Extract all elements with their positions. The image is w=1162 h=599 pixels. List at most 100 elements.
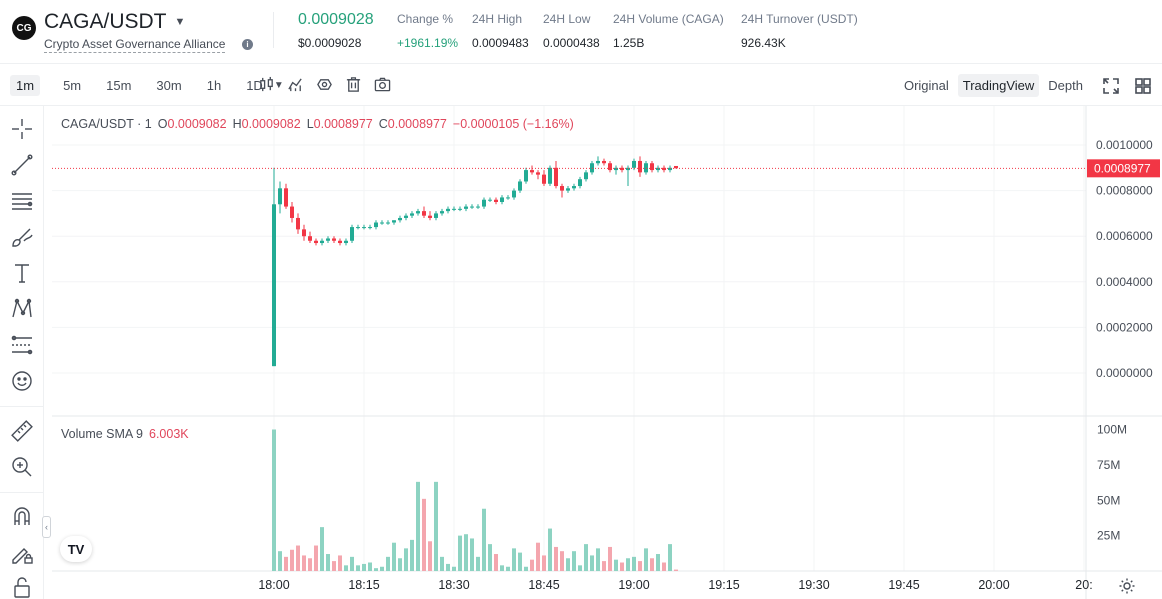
- info-icon[interactable]: i: [242, 39, 253, 50]
- volume-bar: [440, 556, 444, 571]
- candle-body: [296, 217, 300, 230]
- interval-1d[interactable]: 1D: [246, 78, 263, 93]
- drawing-toolbar: [0, 106, 44, 599]
- view-switcher: Original TradingView Depth: [899, 74, 1152, 97]
- magnet-icon[interactable]: [9, 504, 35, 530]
- volume-bar: [302, 555, 306, 571]
- candle-body: [620, 167, 624, 171]
- interval-caret-icon[interactable]: ▼: [273, 80, 284, 91]
- horizontal-lines-icon[interactable]: [9, 188, 35, 214]
- candle-body: [494, 199, 498, 202]
- candle-body: [458, 208, 462, 210]
- emoji-icon[interactable]: [9, 368, 35, 394]
- view-tradingview[interactable]: TradingView: [957, 74, 1040, 97]
- caret-down-icon[interactable]: ▼: [174, 16, 186, 28]
- chart-tools: [258, 76, 391, 93]
- price-tick-label: 0.0002000: [1096, 320, 1153, 334]
- prediction-icon[interactable]: [9, 332, 35, 358]
- text-icon[interactable]: [9, 260, 35, 286]
- interval-15m[interactable]: 15m: [106, 78, 132, 93]
- time-tick-label: 18:15: [348, 578, 379, 592]
- zoom-in-icon[interactable]: [9, 454, 35, 480]
- volume-bar: [386, 556, 390, 571]
- stat-low: 24H Low 0.0000438: [543, 12, 600, 50]
- candle-body: [452, 208, 456, 210]
- indicators-icon[interactable]: [287, 76, 304, 93]
- camera-icon[interactable]: [374, 76, 391, 93]
- candle-type-icon[interactable]: [258, 76, 275, 93]
- volume-bar: [476, 556, 480, 571]
- pattern-icon[interactable]: [9, 296, 35, 322]
- time-tick-label: 18:30: [438, 578, 469, 592]
- volume-bar: [464, 534, 468, 571]
- volume-bar: [308, 558, 312, 571]
- candle-body: [674, 165, 678, 169]
- lock-drawing-icon[interactable]: [9, 540, 35, 566]
- collapse-toolbar-button[interactable]: ‹: [42, 516, 51, 538]
- stat-value: +1961.19%: [397, 36, 459, 50]
- asset-fullname[interactable]: Crypto Asset Governance Alliance: [44, 37, 226, 53]
- candle-body: [290, 206, 294, 218]
- price-chart[interactable]: 0.0010000 0.0008000 0.0006000 0.0004000 0.00…: [52, 106, 1162, 599]
- volume-bar: [368, 562, 372, 571]
- volume-bar: [632, 556, 636, 571]
- fullscreen-icon[interactable]: [1092, 77, 1120, 95]
- volume-bar: [356, 565, 360, 571]
- view-original[interactable]: Original: [903, 78, 949, 93]
- trash-icon[interactable]: [345, 76, 362, 93]
- chart-toolbar: 1m 5m 15m 30m 1h 1D ▼ Original TradingVi…: [0, 64, 1162, 106]
- stat-label: Change %: [397, 12, 454, 26]
- brush-icon[interactable]: [9, 224, 35, 250]
- settings-gear-icon[interactable]: [1118, 577, 1136, 595]
- volume-bar: [602, 561, 606, 571]
- legend-change: −0.0000105 (−1.16%): [452, 117, 574, 131]
- candle-body: [602, 160, 606, 164]
- view-depth[interactable]: Depth: [1048, 78, 1083, 93]
- volume-legend-label: Volume SMA 9: [61, 427, 143, 441]
- interval-5m[interactable]: 5m: [63, 78, 82, 93]
- interval-1m[interactable]: 1m: [10, 75, 41, 96]
- tradingview-logo[interactable]: TV: [60, 536, 92, 562]
- volume-bar: [380, 566, 384, 571]
- volume-bar: [500, 565, 504, 571]
- volume-legend-value: 6.003K: [149, 427, 189, 441]
- legend-low: 0.0008977: [313, 117, 373, 131]
- trendline-icon[interactable]: [9, 152, 35, 178]
- volume-bar: [506, 566, 510, 571]
- volume-bar: [482, 508, 486, 571]
- volume-bar: [668, 544, 672, 571]
- volume-bar: [620, 562, 624, 571]
- volume-bar: [638, 561, 642, 571]
- volume-bar: [626, 558, 630, 571]
- volume-bar: [674, 569, 678, 571]
- time-tick-label: 19:00: [618, 578, 649, 592]
- volume-bar: [344, 565, 348, 571]
- interval-1h[interactable]: 1h: [206, 78, 222, 93]
- volume-bar: [338, 555, 342, 571]
- volume-bar: [536, 542, 540, 571]
- volume-bar: [650, 558, 654, 571]
- stat-label: 24H High: [472, 12, 523, 26]
- layout-grid-icon[interactable]: [1124, 77, 1152, 95]
- eye-icon[interactable]: [316, 76, 333, 93]
- crosshair-icon[interactable]: [9, 116, 35, 142]
- interval-30m[interactable]: 30m: [156, 78, 182, 93]
- lock-icon[interactable]: [9, 574, 35, 599]
- volume-bar: [392, 542, 396, 571]
- price-tick-label: 0.0000000: [1096, 366, 1153, 380]
- candle-body: [278, 188, 282, 205]
- volume-bar: [284, 556, 288, 571]
- candle-body: [530, 170, 534, 173]
- candle-body: [488, 199, 492, 201]
- candle-body: [302, 229, 306, 237]
- pair-name[interactable]: CAGA/USDT: [44, 10, 167, 33]
- candle-body: [386, 222, 390, 224]
- time-tick-label: 20:: [1075, 578, 1092, 592]
- stat-high: 24H High 0.0009483: [472, 12, 529, 50]
- ruler-icon[interactable]: [9, 418, 35, 444]
- pair-selector[interactable]: CAGA/USDT ▼: [44, 10, 185, 34]
- volume-bar: [296, 545, 300, 571]
- volume-bar: [554, 546, 558, 571]
- volume-bar: [458, 535, 462, 571]
- stat-label: 24H Volume (CAGA): [613, 12, 724, 26]
